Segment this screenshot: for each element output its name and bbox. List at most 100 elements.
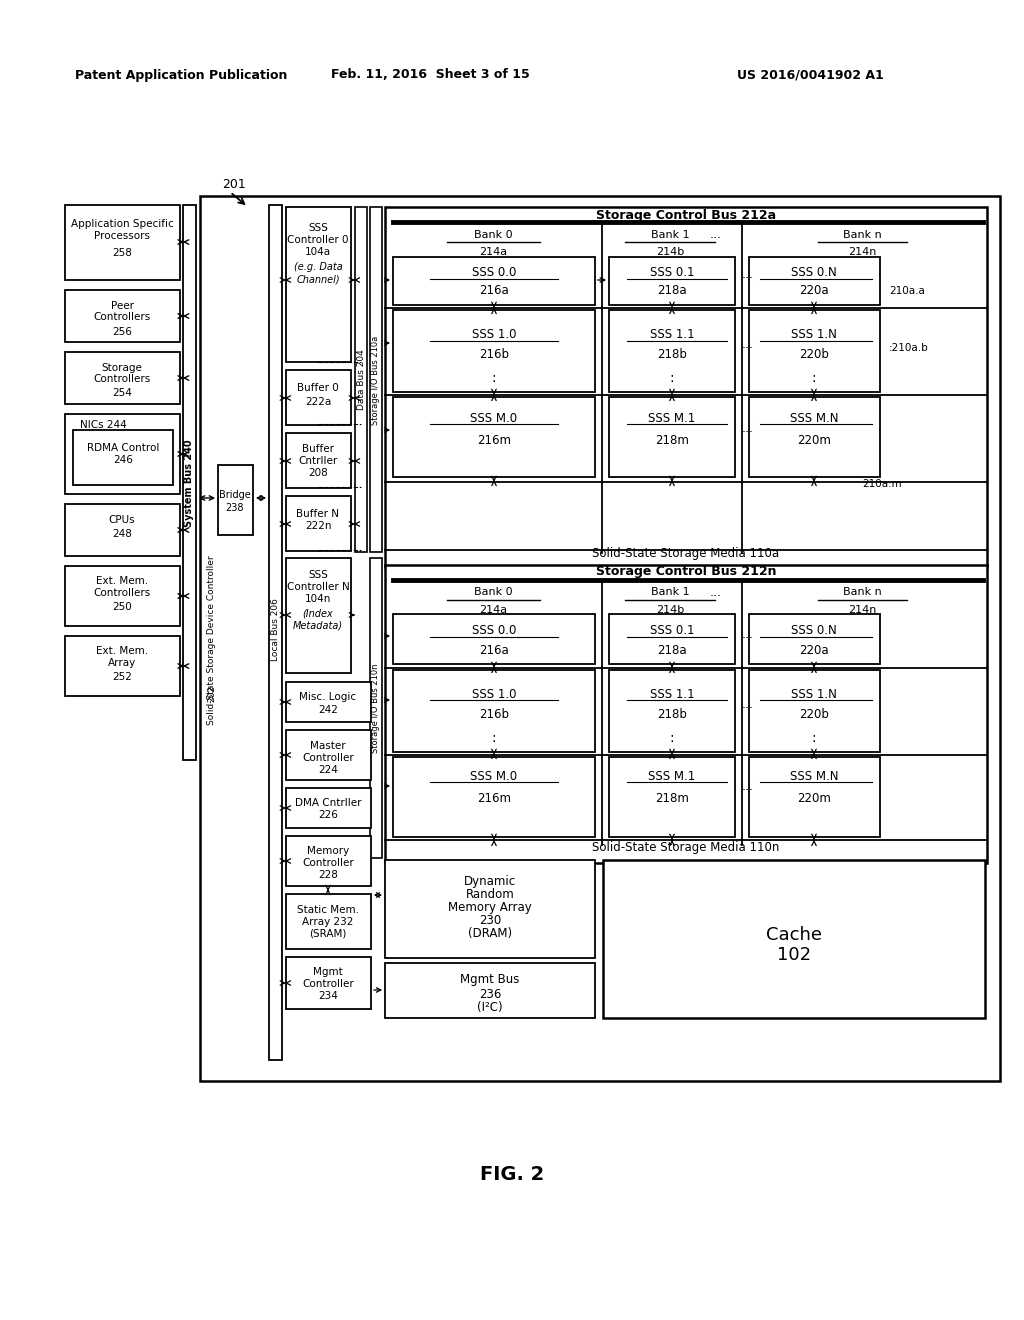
Text: Channel): Channel) xyxy=(296,275,340,284)
Bar xyxy=(286,894,371,949)
Text: Storage: Storage xyxy=(101,363,142,374)
Text: 218b: 218b xyxy=(657,709,687,722)
Text: Controller 0: Controller 0 xyxy=(288,235,349,246)
Text: (I²C): (I²C) xyxy=(477,1001,503,1014)
Bar xyxy=(609,756,735,837)
Text: 252: 252 xyxy=(112,672,132,682)
Text: Array 232: Array 232 xyxy=(302,917,353,927)
Text: ...: ... xyxy=(742,697,754,710)
Bar xyxy=(65,566,180,626)
Text: ...: ... xyxy=(742,627,754,640)
Text: Patent Application Publication: Patent Application Publication xyxy=(75,69,288,82)
Text: Controllers: Controllers xyxy=(93,374,151,384)
Text: SSS 0.N: SSS 0.N xyxy=(792,267,837,280)
Text: Ext. Mem.: Ext. Mem. xyxy=(96,645,148,656)
Text: NICs 244: NICs 244 xyxy=(80,420,127,430)
Text: SSS: SSS xyxy=(308,223,328,234)
Text: Controller: Controller xyxy=(302,979,354,989)
Bar xyxy=(603,861,985,1018)
Text: 258: 258 xyxy=(112,248,132,257)
Text: Data Bus 204: Data Bus 204 xyxy=(356,350,366,411)
Text: FIG. 2: FIG. 2 xyxy=(480,1166,544,1184)
Text: Storage I/O Bus 210a: Storage I/O Bus 210a xyxy=(372,335,381,425)
Text: Bank 1: Bank 1 xyxy=(650,587,689,597)
Text: 102: 102 xyxy=(777,946,811,964)
Text: :: : xyxy=(812,371,816,385)
Bar xyxy=(65,414,180,494)
Text: DMA Cntrller: DMA Cntrller xyxy=(295,799,361,808)
Text: Mgmt Bus: Mgmt Bus xyxy=(461,973,520,986)
Text: SSS 1.0: SSS 1.0 xyxy=(472,329,516,342)
Text: 220a: 220a xyxy=(799,285,828,297)
Text: SSS M.0: SSS M.0 xyxy=(470,770,517,783)
Bar xyxy=(286,496,351,550)
Text: 248: 248 xyxy=(112,529,132,539)
Text: 220m: 220m xyxy=(797,433,830,446)
Text: Storage I/O Bus 210n: Storage I/O Bus 210n xyxy=(372,663,381,752)
Text: Controller: Controller xyxy=(302,752,354,763)
Text: 222n: 222n xyxy=(305,521,331,531)
Bar xyxy=(385,964,595,1018)
Text: RDMA Control: RDMA Control xyxy=(87,444,159,453)
Text: 214a: 214a xyxy=(479,247,507,257)
Text: ...: ... xyxy=(742,421,754,434)
Text: 214b: 214b xyxy=(656,247,684,257)
Text: 218m: 218m xyxy=(655,433,689,446)
Text: SSS M.1: SSS M.1 xyxy=(648,412,695,425)
Text: Dynamic: Dynamic xyxy=(464,875,516,888)
Text: SSS 1.N: SSS 1.N xyxy=(792,329,837,342)
Text: :210a.b: :210a.b xyxy=(889,343,929,352)
Bar xyxy=(65,636,180,696)
Text: 242: 242 xyxy=(318,705,338,715)
Text: 228: 228 xyxy=(318,870,338,880)
Text: Storage Control Bus 212n: Storage Control Bus 212n xyxy=(596,565,776,578)
Text: Feb. 11, 2016  Sheet 3 of 15: Feb. 11, 2016 Sheet 3 of 15 xyxy=(331,69,529,82)
Text: Controllers: Controllers xyxy=(93,312,151,322)
Text: 208: 208 xyxy=(308,469,328,478)
Bar xyxy=(286,370,351,425)
Text: ...: ... xyxy=(742,338,754,351)
Text: 216a: 216a xyxy=(479,644,509,656)
Bar xyxy=(269,205,282,1060)
Text: Ext. Mem.: Ext. Mem. xyxy=(96,576,148,586)
Bar xyxy=(385,207,987,568)
Text: :: : xyxy=(812,731,816,744)
Bar xyxy=(355,207,367,552)
Bar xyxy=(609,671,735,752)
Text: (SRAM): (SRAM) xyxy=(309,929,347,939)
Bar xyxy=(286,730,371,780)
Text: 230: 230 xyxy=(479,915,501,928)
Bar xyxy=(286,207,351,362)
Text: SSS 1.N: SSS 1.N xyxy=(792,688,837,701)
Text: ...: ... xyxy=(710,228,722,242)
Text: 254: 254 xyxy=(112,388,132,399)
Text: ...: ... xyxy=(742,780,754,792)
Bar xyxy=(749,257,880,305)
Bar xyxy=(749,614,880,664)
Text: 218m: 218m xyxy=(655,792,689,804)
Text: 202: 202 xyxy=(208,685,216,701)
Text: Controller N: Controller N xyxy=(287,582,349,591)
Text: 218a: 218a xyxy=(657,644,687,656)
Text: :: : xyxy=(492,731,497,744)
Text: 246: 246 xyxy=(113,455,133,465)
Text: Array: Array xyxy=(108,657,136,668)
Text: SSS 1.1: SSS 1.1 xyxy=(649,688,694,701)
Text: Processors: Processors xyxy=(94,231,150,242)
Bar xyxy=(385,861,595,958)
Bar xyxy=(200,195,1000,1081)
Text: SSS 0.0: SSS 0.0 xyxy=(472,623,516,636)
Bar xyxy=(609,310,735,392)
Bar xyxy=(73,430,173,484)
Text: SSS 1.1: SSS 1.1 xyxy=(649,329,694,342)
Text: 224: 224 xyxy=(318,766,338,775)
Bar xyxy=(393,756,595,837)
Text: 220a: 220a xyxy=(799,644,828,656)
Text: Bank n: Bank n xyxy=(843,587,882,597)
Text: Cache: Cache xyxy=(766,927,822,944)
Text: :: : xyxy=(670,371,675,385)
Bar xyxy=(609,614,735,664)
Text: 210a.m: 210a.m xyxy=(862,479,901,488)
Bar xyxy=(749,756,880,837)
Text: Controllers: Controllers xyxy=(93,587,151,598)
